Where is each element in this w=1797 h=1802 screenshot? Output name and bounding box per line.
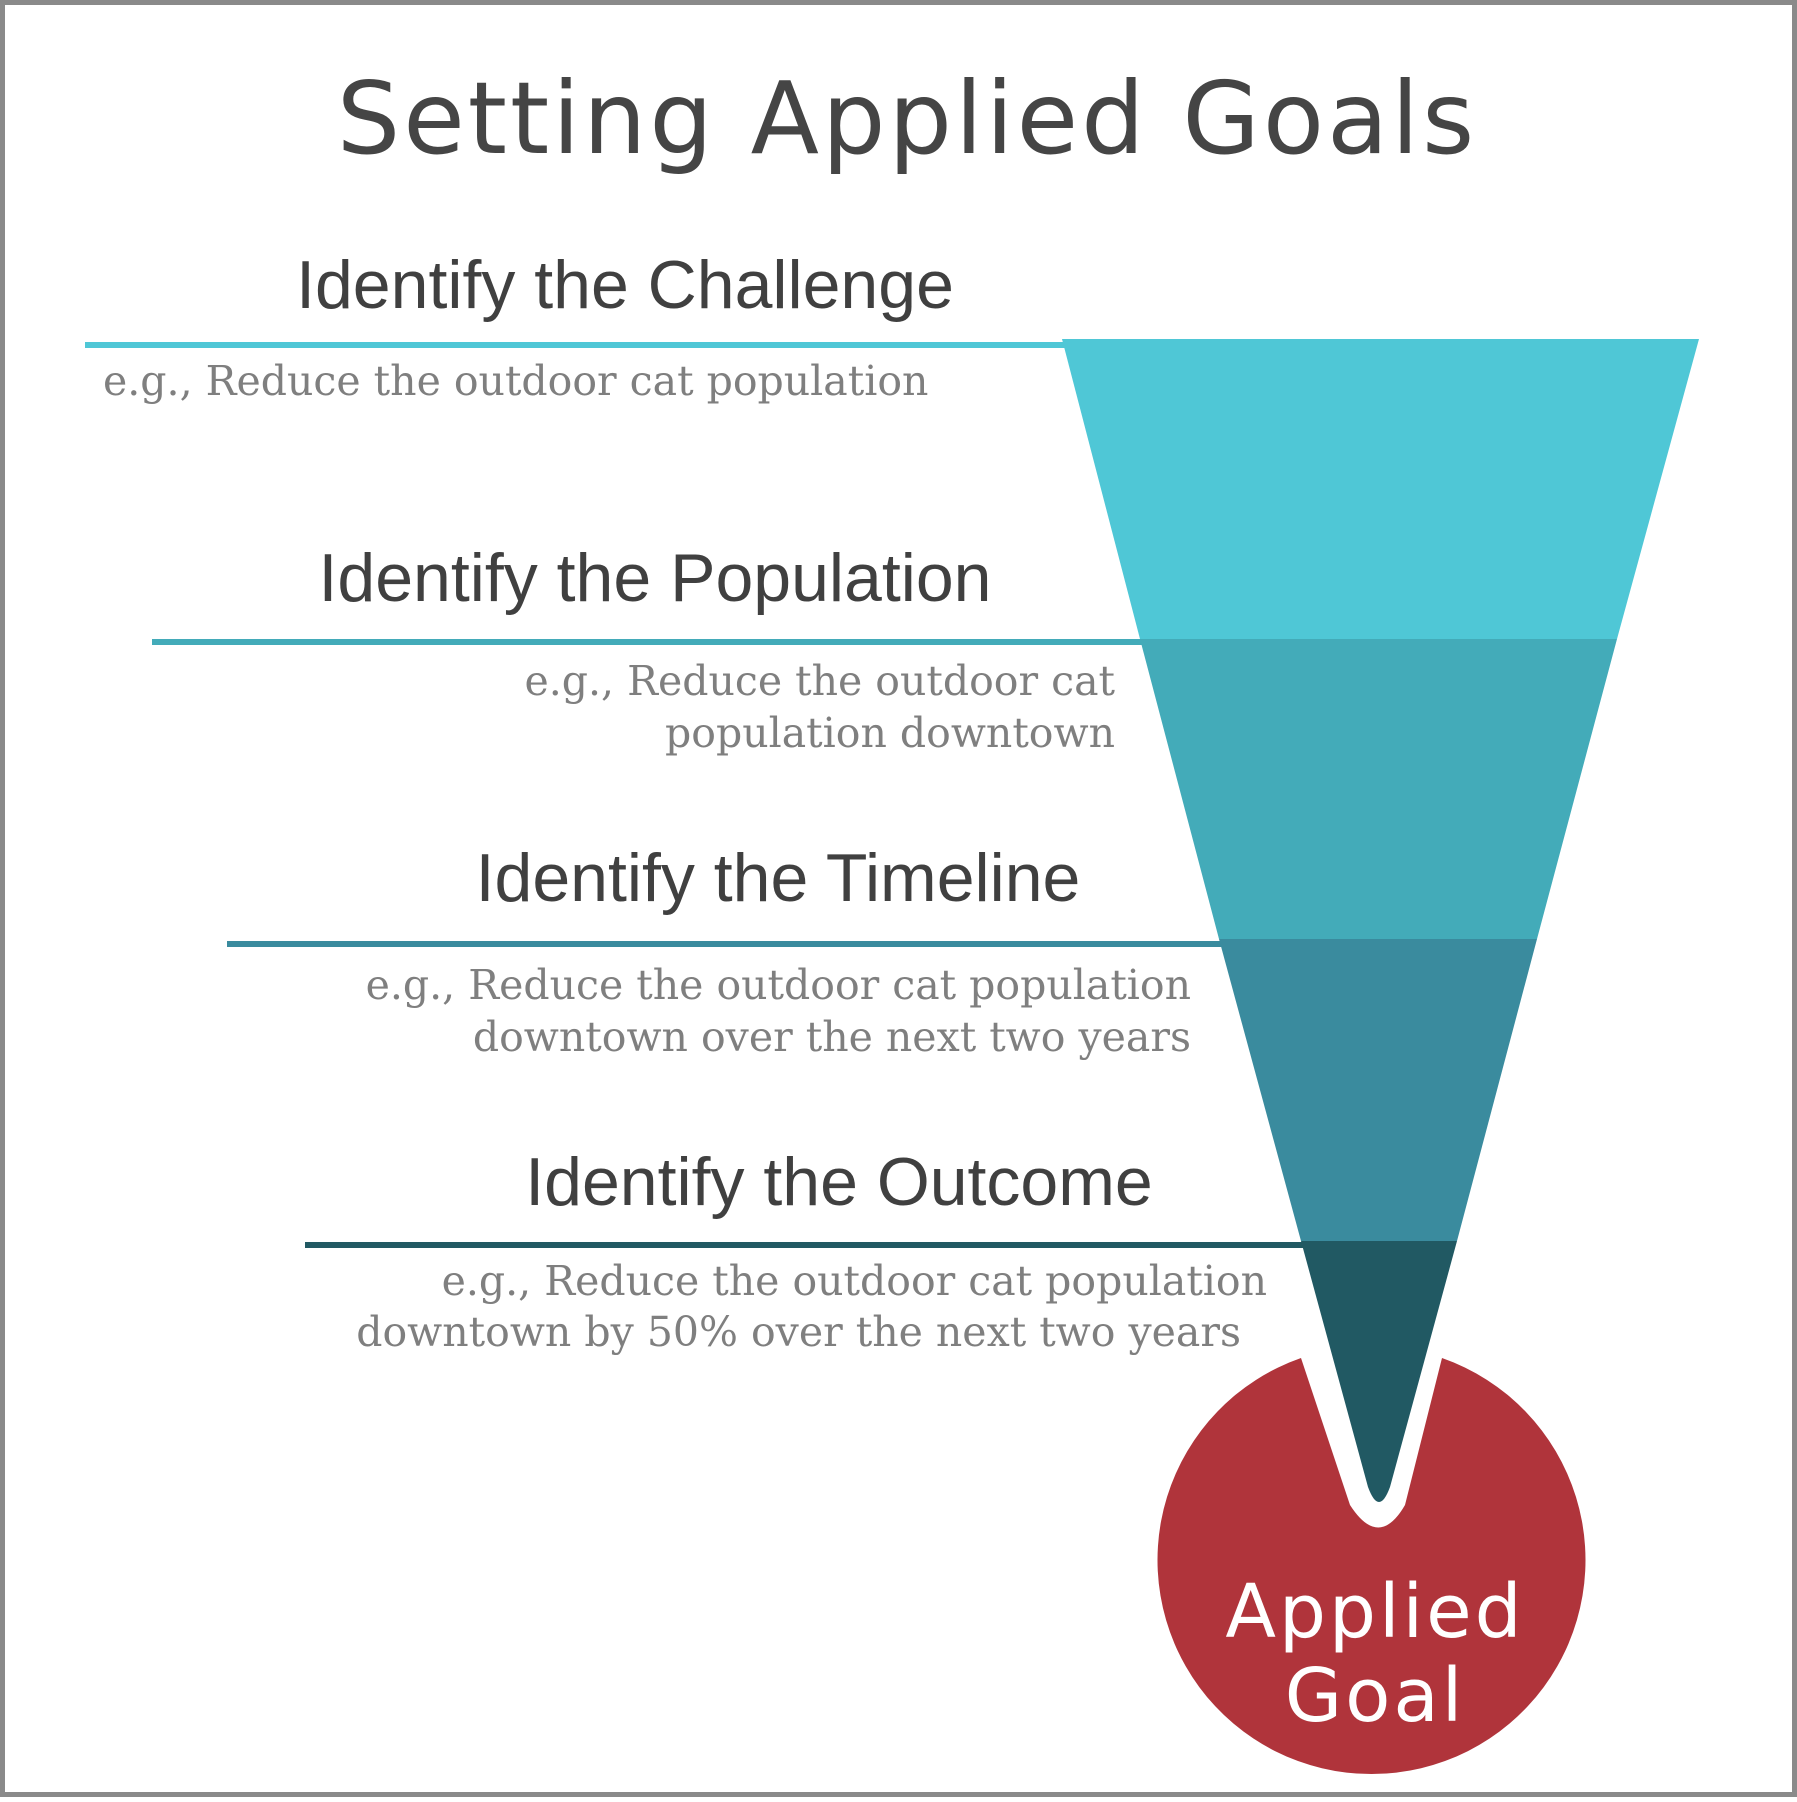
funnel-band-timeline (1219, 939, 1537, 1241)
funnel-diagram: Setting Applied Goals Applied Goal Ident… (85, 60, 1699, 1775)
step-example-challenge-line-1: e.g., Reduce the outdoor cat population (103, 357, 928, 405)
applied-goal-circle (1157, 1358, 1586, 1775)
applied-goal-label-line-2: Goal (1285, 1653, 1466, 1739)
step-outcome: Identify the Outcome e.g., Reduce the ou… (305, 1144, 1305, 1356)
diagram-title: Setting Applied Goals (337, 60, 1477, 177)
step-timeline: Identify the Timeline e.g., Reduce the o… (227, 840, 1222, 1061)
applied-goal-label-line-1: Applied (1225, 1569, 1524, 1655)
step-example-population-line-1: e.g., Reduce the outdoor cat (524, 657, 1115, 705)
funnel-band-outcome (1301, 1241, 1457, 1502)
funnel (1062, 339, 1699, 1502)
step-heading-challenge: Identify the Challenge (296, 247, 954, 323)
applied-goal: Applied Goal (1157, 1358, 1586, 1775)
funnel-band-challenge (1062, 339, 1699, 639)
step-heading-timeline: Identify the Timeline (476, 840, 1081, 916)
step-example-timeline-line-1: e.g., Reduce the outdoor cat population (366, 961, 1191, 1009)
step-example-outcome-line-2: downtown by 50% over the next two years (356, 1308, 1241, 1356)
funnel-band-population (1140, 639, 1617, 939)
step-example-outcome-line-1: e.g., Reduce the outdoor cat population (442, 1257, 1267, 1305)
step-heading-outcome: Identify the Outcome (525, 1144, 1152, 1220)
step-example-population-line-2: population downtown (665, 709, 1115, 757)
step-heading-population: Identify the Population (319, 540, 992, 616)
step-population: Identify the Population e.g., Reduce the… (152, 540, 1143, 757)
step-challenge: Identify the Challenge e.g., Reduce the … (85, 247, 1065, 405)
step-example-timeline-line-2: downtown over the next two years (473, 1013, 1191, 1061)
